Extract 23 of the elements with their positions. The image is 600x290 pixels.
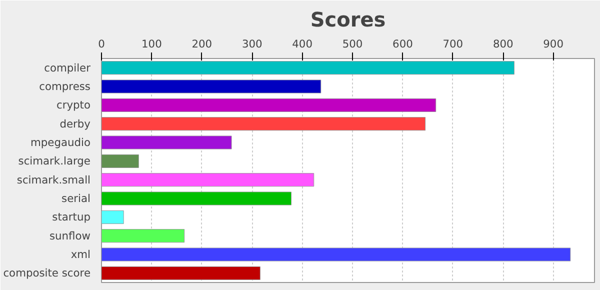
x-tick-label: 600 xyxy=(392,38,414,50)
x-tick-label: 200 xyxy=(192,38,212,50)
x-tick-label: 700 xyxy=(442,38,464,50)
chart-title: Scores xyxy=(310,8,386,32)
x-tick-label: 900 xyxy=(543,38,564,50)
y-tick-label: sunflow xyxy=(49,229,91,242)
y-tick-label: scimark.large xyxy=(18,154,91,168)
y-tick-label: derby xyxy=(60,117,91,130)
y-tick-label: crypto xyxy=(56,98,91,112)
x-tick-label: 300 xyxy=(242,38,262,50)
y-tick-label: mpegaudio xyxy=(30,136,91,149)
x-tick-label: 400 xyxy=(292,38,313,50)
x-tick-label: 800 xyxy=(492,38,514,50)
y-tick-label: compress xyxy=(39,80,91,93)
x-tick-label: 0 xyxy=(98,38,106,50)
y-tick-label: serial xyxy=(62,192,91,205)
y-tick-label: compiler xyxy=(44,61,92,74)
x-tick-label: 100 xyxy=(142,38,162,50)
y-tick-label: composite score xyxy=(3,266,90,280)
y-tick-label: scimark.small xyxy=(16,173,91,186)
x-tick-label: 500 xyxy=(342,38,363,50)
y-tick-label: xml xyxy=(70,248,91,261)
y-tick-label: startup xyxy=(52,210,91,224)
